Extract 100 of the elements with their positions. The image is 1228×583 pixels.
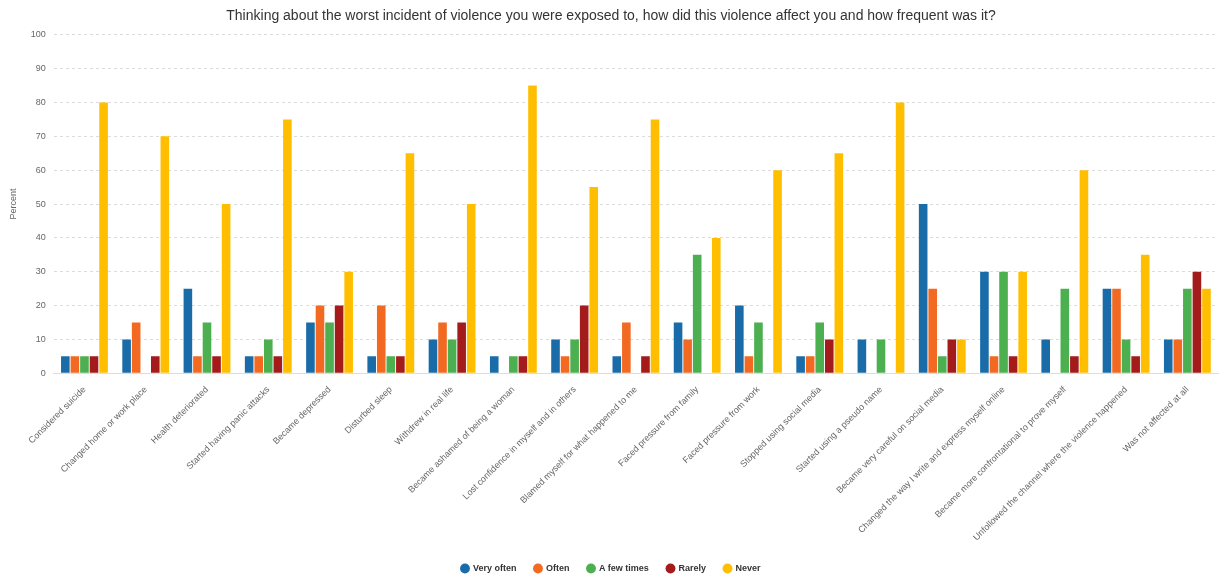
bar (457, 322, 466, 373)
bar (405, 153, 415, 373)
bar (754, 322, 763, 373)
legend-label: A few times (598, 562, 649, 573)
y-tick-label: 40 (35, 232, 46, 243)
bar (947, 339, 957, 373)
bar (1121, 339, 1131, 373)
y-tick-label: 90 (35, 63, 46, 74)
bar (1079, 170, 1089, 373)
bar (1131, 356, 1140, 373)
bar (1070, 356, 1079, 373)
bar (824, 339, 834, 373)
bar (466, 204, 476, 373)
bar (796, 356, 805, 373)
bar (980, 271, 989, 373)
bar (641, 356, 650, 373)
bar (376, 305, 386, 373)
bar (692, 254, 702, 373)
bar (263, 339, 273, 373)
bar (306, 322, 315, 373)
bar (1041, 339, 1050, 373)
y-tick-label: 30 (35, 266, 46, 277)
bar (1060, 288, 1070, 373)
bar (650, 119, 660, 373)
bar (551, 339, 560, 373)
bar (895, 102, 905, 373)
bar (70, 356, 80, 373)
y-tick-label: 10 (35, 333, 46, 344)
bar (193, 356, 202, 373)
bar (744, 356, 754, 373)
bar (570, 339, 579, 373)
bar (876, 339, 886, 373)
bar (928, 288, 938, 373)
bar (150, 356, 160, 373)
bar (579, 305, 589, 373)
bar (428, 339, 438, 373)
bar (221, 204, 231, 373)
y-tick-label: 70 (35, 130, 46, 141)
bar (918, 204, 928, 373)
bar (244, 356, 254, 373)
legend-label: Rarely (678, 562, 707, 573)
bar (989, 356, 999, 373)
y-axis-title: Percent (7, 188, 18, 220)
bar (528, 85, 537, 373)
bar (805, 356, 815, 373)
bar (612, 356, 622, 373)
bar (447, 339, 457, 373)
bar (489, 356, 499, 373)
bar (560, 356, 570, 373)
bar (160, 136, 170, 373)
bar (344, 271, 353, 373)
bar (202, 322, 212, 373)
bar (61, 356, 70, 373)
bar (183, 288, 193, 373)
bar (673, 322, 683, 373)
legend-label: Often (545, 562, 570, 573)
bar (622, 322, 631, 373)
bar (773, 170, 782, 373)
bar (99, 102, 108, 373)
bar (1008, 356, 1018, 373)
bar (957, 339, 966, 373)
bar (1018, 271, 1027, 373)
y-tick-label: 20 (35, 300, 46, 311)
bar (683, 339, 692, 373)
y-tick-label: 50 (35, 198, 46, 209)
bar (1192, 271, 1202, 373)
bar (325, 322, 334, 373)
bar (367, 356, 376, 373)
bar (254, 356, 264, 373)
bar (815, 322, 825, 373)
bar (1163, 339, 1173, 373)
bar (386, 356, 396, 373)
y-tick-label: 100 (30, 29, 46, 40)
bar (1173, 339, 1183, 373)
bar (1102, 288, 1112, 373)
bar (283, 119, 292, 373)
bar (122, 339, 131, 373)
bar (1140, 254, 1150, 373)
bar (712, 237, 721, 373)
bar (273, 356, 283, 373)
legend-label: Never (735, 562, 762, 573)
bar (834, 153, 844, 373)
y-tick-label: 60 (35, 164, 46, 175)
bar (999, 271, 1008, 373)
y-tick-label: 0 (40, 367, 46, 378)
bar (315, 305, 325, 373)
chart-title: Thinking about the worst incident of violence you were exposed to, how did this violence affect you and how frequent was it? (226, 7, 996, 24)
bar (334, 305, 344, 373)
bar (857, 339, 867, 373)
bar (89, 356, 99, 373)
bar (1183, 288, 1192, 373)
bar (438, 322, 447, 373)
y-tick-label: 80 (35, 96, 46, 107)
bar (1112, 288, 1121, 373)
bar (509, 356, 518, 373)
legend-label: Very often (472, 562, 517, 573)
bar (396, 356, 405, 373)
bar (1202, 288, 1211, 373)
bar (212, 356, 221, 373)
bar (80, 356, 89, 373)
